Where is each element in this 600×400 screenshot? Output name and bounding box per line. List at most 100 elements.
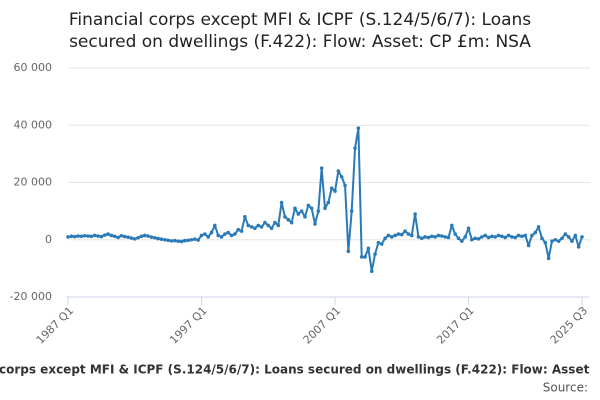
point	[159, 237, 164, 241]
x-tick-label: 2025 Q3	[548, 304, 591, 347]
point	[363, 255, 367, 259]
point	[339, 174, 344, 179]
point	[176, 239, 180, 243]
point	[516, 233, 521, 238]
point	[376, 240, 381, 245]
point	[530, 233, 534, 238]
point	[443, 235, 447, 239]
point	[146, 234, 150, 238]
point	[209, 230, 214, 235]
point	[323, 206, 327, 211]
point	[132, 237, 137, 241]
point	[219, 235, 224, 239]
point	[309, 206, 314, 211]
point	[269, 226, 274, 231]
point	[299, 209, 304, 213]
point	[453, 232, 457, 236]
point	[506, 233, 511, 238]
point	[523, 233, 528, 238]
point	[189, 237, 194, 242]
point	[473, 236, 477, 241]
point	[556, 239, 561, 243]
x-tick-label: 1997 Q1	[167, 304, 210, 347]
point	[490, 234, 494, 239]
point	[440, 234, 444, 238]
point	[216, 233, 220, 238]
point	[570, 239, 574, 243]
point	[112, 234, 117, 239]
point	[303, 215, 307, 219]
point	[416, 235, 421, 239]
point	[129, 236, 134, 240]
point	[236, 227, 241, 232]
legend-label: corps except MFI & ICPF (S.124/5/6/7): L…	[0, 363, 590, 377]
point	[496, 233, 501, 238]
point	[173, 238, 177, 243]
point	[179, 239, 184, 244]
point	[513, 235, 518, 240]
point	[563, 232, 568, 236]
point	[253, 226, 257, 231]
y-tick-label: 60 000	[14, 61, 53, 74]
point	[226, 230, 231, 235]
point	[433, 235, 437, 239]
point	[553, 237, 558, 242]
point	[193, 237, 197, 241]
point	[126, 235, 130, 239]
point	[540, 236, 544, 241]
point	[96, 234, 100, 238]
point	[430, 234, 434, 239]
point	[109, 233, 114, 238]
point	[450, 223, 454, 228]
point	[543, 240, 548, 245]
y-tick-label: 40 000	[14, 118, 53, 131]
point	[162, 237, 167, 242]
point	[99, 234, 104, 239]
point	[69, 234, 74, 239]
point	[266, 223, 271, 228]
point	[366, 246, 371, 251]
point	[89, 234, 94, 239]
point	[249, 225, 254, 229]
point	[369, 269, 374, 274]
chart-title: Financial corps except MFI & ICPF (S.124…	[69, 10, 531, 30]
point	[279, 200, 284, 205]
point	[503, 235, 508, 240]
point	[536, 225, 541, 229]
point	[423, 235, 427, 239]
point	[233, 232, 237, 236]
x-tick-label: 2007 Q1	[301, 304, 344, 347]
point	[329, 186, 334, 191]
point	[102, 233, 107, 237]
point	[289, 220, 294, 225]
point	[560, 236, 564, 241]
point	[396, 232, 401, 236]
point	[493, 235, 498, 239]
point	[276, 223, 281, 228]
point	[383, 236, 387, 241]
point	[500, 234, 504, 239]
point	[399, 232, 404, 237]
series-line	[67, 127, 583, 273]
point	[353, 146, 357, 150]
point	[526, 243, 531, 248]
point	[413, 212, 417, 216]
point	[576, 245, 581, 249]
chart-title: secured on dwellings (F.422): Flow: Asse…	[69, 32, 531, 52]
point	[470, 237, 474, 242]
point	[316, 209, 321, 213]
point	[196, 238, 200, 242]
point	[393, 233, 397, 238]
point	[359, 255, 364, 259]
point	[419, 236, 424, 241]
point	[436, 233, 441, 238]
y-tick-label: 0	[45, 233, 52, 246]
point	[239, 229, 244, 233]
point	[566, 235, 571, 239]
point	[259, 225, 264, 229]
point	[403, 229, 407, 233]
point	[86, 234, 90, 238]
point	[246, 223, 251, 228]
point	[203, 232, 207, 236]
